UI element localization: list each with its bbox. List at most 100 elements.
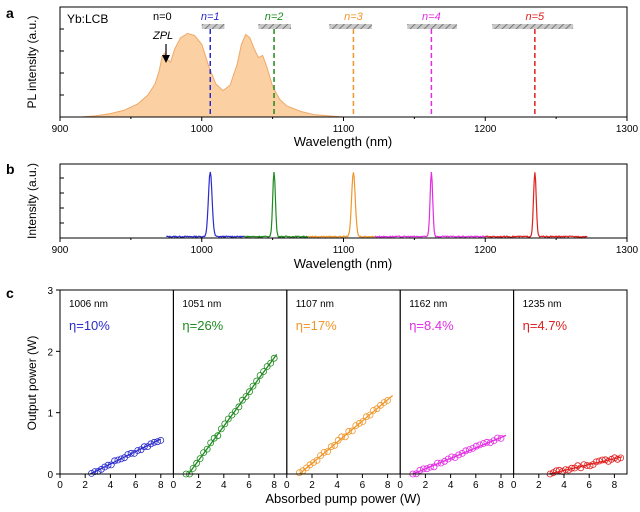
panel-c: 0 2 4 6 8 1006 nm η=10% 0 2 4 6 8 1051 nm η=26% 0 2 4 6 8 1… [25,286,628,506]
data-point [370,406,377,414]
efficiency-label-1: η=10% [69,318,110,333]
x-tick-label-c: 2 [82,480,88,491]
data-point [359,418,367,425]
x-tick-label-c: 0 [171,480,177,491]
data-point [380,399,388,406]
fit-line-1 [89,438,162,475]
data-point [586,462,594,470]
data-point [147,440,155,448]
data-point [127,449,135,457]
x-tick-label-c: 8 [385,480,391,491]
x-tick-label-c: 2 [309,480,315,491]
data-point [150,438,158,446]
data-point [210,434,218,442]
data-point [200,449,208,457]
panel-label-c: c [6,285,14,301]
fit-line-2 [187,354,278,475]
subplot-4: 0 2 4 6 8 1162 nm η=8.4% [397,289,515,491]
data-point [246,388,253,396]
data-point [134,447,142,454]
x-tick-label-b-4: 1300 [616,245,639,256]
data-point [221,420,229,428]
x-tick-label-c: 4 [108,480,114,491]
mode-label-3: n=3 [344,11,364,23]
spectrum-line-3 [307,172,375,239]
x-tick-label-c: 4 [448,480,454,491]
data-point [345,427,353,435]
x-tick-label-c: 0 [284,480,290,491]
x-tick-label-c: 2 [196,480,202,491]
subplot-5: 0 2 4 6 8 1235 nm η=4.7% [511,289,628,491]
data-point [327,443,335,451]
data-point [242,393,250,400]
x-tick-label-a-0: 900 [52,124,69,135]
wavelength-label-2: 1051 nm [182,299,221,310]
data-point [338,433,346,441]
data-point [352,422,360,430]
data-point [341,433,349,441]
efficiency-label-3: η=17% [296,318,337,333]
x-tick-label-b-3: 1200 [474,245,497,256]
mode-lines: n=1 n=2 n=3 n=4 n=5 [201,11,574,117]
x-tick-label-a-3: 1200 [474,124,497,135]
data-point [231,407,239,415]
data-point [324,448,332,456]
data-point [189,464,197,472]
x-axis-label-b: Wavelength (nm) [294,256,393,271]
data-point [196,455,204,463]
data-point [614,455,621,463]
data-point [217,425,225,433]
efficiency-label-4: η=8.4% [409,318,454,333]
x-tick-label-c: 4 [334,480,340,491]
x-tick-label-c: 4 [221,480,227,491]
data-point [228,411,236,419]
x-tick-label-c: 8 [158,480,164,491]
x-tick-label-c: 8 [271,480,277,491]
fit-line-3 [298,394,394,475]
data-point [334,436,342,444]
efficiency-label-5: η=4.7% [523,318,568,333]
data-point [384,396,392,404]
data-point [193,459,201,467]
panel-a: n=1 n=2 n=3 n=4 n=5 900 1000 1100 1200 1300 Yb:L… [25,6,639,149]
y-tick-label-c: 3 [47,286,53,297]
x-tick-label-c: 2 [536,480,542,491]
data-point [238,396,246,404]
efficiency-subplots: 0 2 4 6 8 1006 nm η=10% 0 2 4 6 8 1051 nm η=26% 0 2 4 6 8 1… [57,289,628,491]
x-tick-label-c: 8 [612,480,618,491]
mode-label-1: n=1 [201,11,220,23]
x-tick-label-a-2: 1100 [333,124,355,135]
data-point [263,363,271,370]
spectrum-line-2 [244,172,309,239]
subplot-2: 0 2 4 6 8 1051 nm η=26% [171,289,288,491]
data-point [426,463,434,471]
data-point [117,455,125,463]
zpl-arrowhead [162,55,170,63]
x-tick-label-b-2: 1100 [333,245,355,256]
data-point [253,377,261,385]
mode-label-5: n=5 [526,11,546,23]
data-point [348,427,356,435]
panel-label-a: a [6,5,14,21]
data-point [267,359,275,367]
spectrum-line-5 [484,172,588,239]
data-point [249,382,257,390]
wavelength-label-3: 1107 nm [296,299,334,310]
fit-line-5 [548,456,623,475]
data-point [373,405,381,413]
range-bar-1 [201,24,225,29]
data-point [355,419,363,427]
data-point [444,455,452,463]
panel-b: 900 1000 1100 1200 1300 Wavelength (nm) Inte… [25,163,639,271]
data-point [270,354,278,362]
x-tick-label-c: 6 [133,480,139,491]
data-point [114,456,122,464]
data-point [331,441,339,449]
mode-label-2: n=2 [265,11,284,23]
subplot-1: 0 2 4 6 8 1006 nm η=10% [57,289,174,491]
data-point [366,411,374,419]
mode-label-4: n=4 [422,11,441,23]
data-point [310,459,317,466]
x-tick-label-c: 6 [246,480,252,491]
